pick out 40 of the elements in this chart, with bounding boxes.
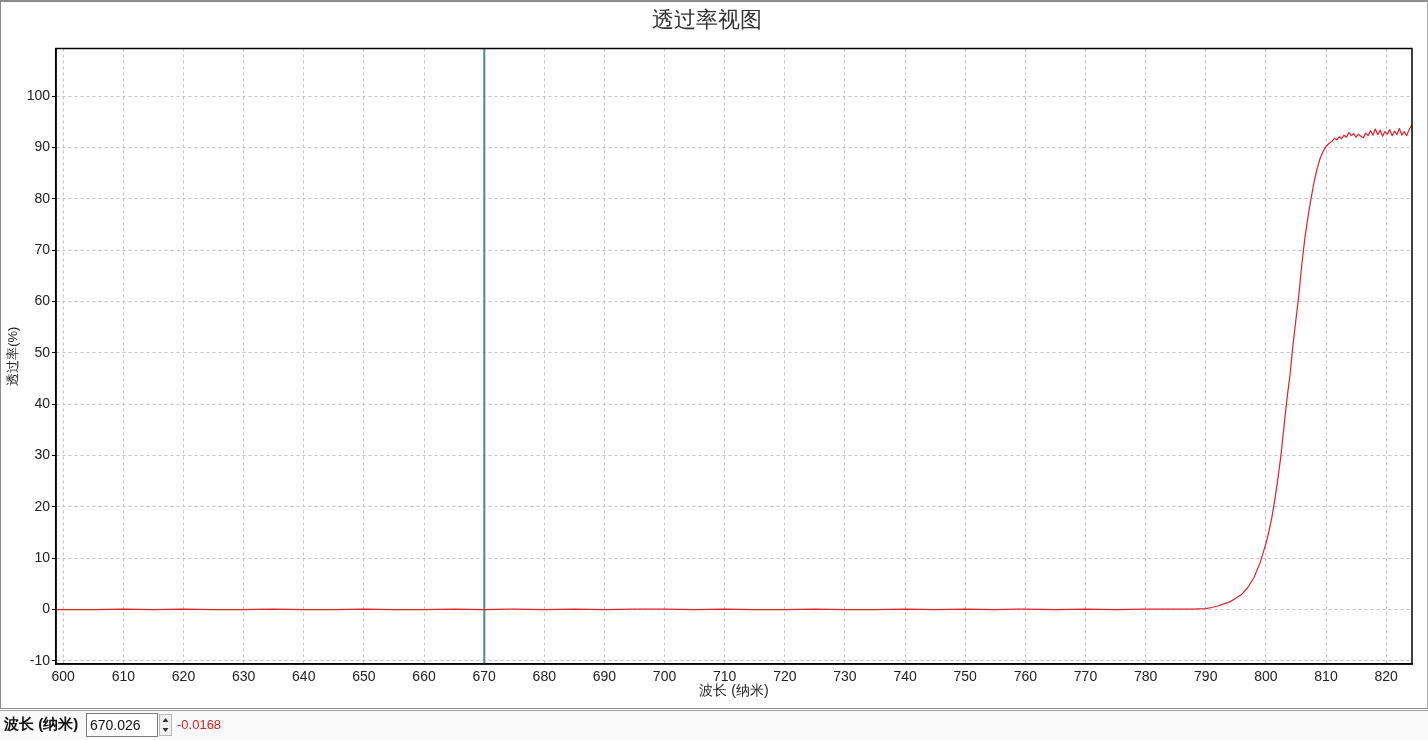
- number-field: 670.026: [86, 713, 158, 737]
- x-tick-label: 600: [51, 668, 76, 685]
- x-tick-label: 730: [833, 668, 857, 685]
- x-tick-label: 680: [532, 668, 557, 685]
- y-tick-label: 0: [42, 600, 51, 617]
- y-tick-label: 50: [34, 343, 51, 360]
- y-tick-label: 20: [34, 497, 51, 514]
- x-tick-label: 740: [893, 668, 917, 685]
- x-tick-label: 750: [953, 668, 978, 685]
- x-tick-label: 770: [1073, 668, 1098, 685]
- x-tick-label: 720: [773, 668, 797, 685]
- chart-title: 透过率视图: [651, 7, 762, 33]
- x-tick-label: 670: [472, 668, 497, 685]
- x-tick-label: 640: [292, 668, 316, 685]
- x-tick-label: 690: [592, 668, 617, 685]
- y-tick-label: 40: [34, 395, 51, 412]
- x-tick-label: 780: [1133, 668, 1158, 685]
- x-axis-title: 波长 (纳米): [699, 682, 769, 699]
- y-tick-label: 30: [34, 446, 51, 463]
- x-tick-label: 630: [231, 668, 256, 685]
- y-tick-label: 90: [34, 138, 51, 155]
- y-tick-label: -10: [29, 651, 51, 668]
- y-tick-label: 10: [34, 549, 51, 566]
- x-tick-label: 810: [1314, 668, 1338, 685]
- text: -0.0168: [177, 717, 222, 732]
- y-axis-title: 透过率(%): [5, 326, 21, 386]
- y-tick-label: 100: [26, 87, 51, 104]
- x-tick-label: 760: [1013, 668, 1038, 685]
- x-tick-label: 800: [1254, 668, 1278, 685]
- y-tick-label: 80: [34, 189, 51, 206]
- x-tick-label: 660: [412, 668, 436, 685]
- y-tick-label: 60: [34, 292, 51, 309]
- text: 波长 (纳米): [4, 715, 79, 734]
- x-tick-label: 700: [652, 668, 677, 685]
- y-tick-label: 70: [34, 241, 51, 258]
- x-tick-label: 610: [111, 668, 136, 685]
- x-tick-label: 790: [1194, 668, 1218, 685]
- x-tick-label: 620: [171, 668, 196, 685]
- x-tick-label: 820: [1374, 668, 1399, 685]
- x-tick-label: 650: [352, 668, 376, 685]
